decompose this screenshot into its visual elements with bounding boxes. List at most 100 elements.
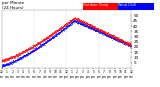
Point	[126, 43, 129, 45]
Point	[36, 44, 39, 45]
Point	[40, 44, 43, 45]
Point	[87, 23, 90, 24]
Point	[125, 43, 127, 44]
Point	[63, 26, 65, 27]
Point	[48, 40, 51, 41]
Point	[3, 65, 6, 66]
Point	[54, 31, 56, 32]
Point	[113, 36, 116, 38]
Point	[97, 30, 99, 31]
Point	[115, 37, 118, 39]
Point	[47, 40, 49, 42]
Point	[64, 27, 67, 29]
Point	[91, 27, 93, 29]
Point	[102, 32, 105, 33]
Point	[54, 34, 56, 36]
Point	[38, 41, 40, 43]
Point	[122, 42, 124, 43]
Point	[98, 30, 100, 31]
Point	[83, 24, 85, 25]
Point	[82, 26, 85, 27]
Point	[72, 22, 75, 24]
Point	[104, 33, 107, 34]
Point	[93, 30, 96, 31]
Point	[110, 35, 113, 36]
Point	[78, 22, 80, 23]
Point	[44, 42, 46, 43]
Point	[78, 23, 81, 24]
Point	[39, 42, 41, 44]
Point	[45, 41, 48, 42]
Point	[96, 29, 99, 30]
Point	[74, 20, 76, 21]
Point	[17, 58, 19, 60]
Point	[17, 58, 20, 60]
Point	[30, 48, 32, 49]
Point	[113, 37, 116, 39]
Point	[95, 27, 98, 28]
Point	[55, 30, 58, 32]
Point	[29, 46, 32, 48]
Point	[83, 23, 85, 24]
Point	[36, 42, 39, 43]
Point	[104, 32, 106, 33]
Point	[63, 26, 66, 27]
Point	[53, 31, 56, 33]
Point	[81, 24, 84, 25]
Point	[113, 38, 115, 40]
Point	[20, 58, 23, 59]
Point	[103, 33, 105, 34]
Point	[110, 34, 113, 35]
Point	[122, 40, 125, 41]
Point	[33, 49, 35, 50]
Point	[83, 25, 86, 27]
Point	[127, 44, 130, 45]
Point	[115, 37, 117, 39]
Point	[68, 25, 70, 26]
Point	[120, 41, 123, 42]
Point	[19, 58, 22, 59]
Point	[40, 41, 43, 42]
Point	[121, 39, 124, 41]
Point	[118, 42, 121, 43]
Point	[14, 56, 17, 57]
Point	[113, 35, 115, 36]
Point	[37, 47, 40, 48]
Point	[7, 57, 10, 58]
Point	[117, 41, 119, 42]
Point	[118, 38, 120, 39]
Point	[7, 57, 9, 58]
Point	[128, 43, 131, 45]
Point	[59, 28, 61, 29]
Point	[101, 32, 104, 34]
Point	[11, 62, 13, 63]
Point	[94, 27, 97, 29]
Point	[69, 20, 72, 21]
Point	[96, 27, 98, 29]
Point	[125, 43, 128, 45]
Point	[64, 27, 66, 28]
Point	[43, 44, 45, 45]
Point	[122, 41, 125, 43]
Point	[104, 31, 106, 32]
Point	[90, 26, 93, 27]
Point	[14, 61, 17, 62]
Point	[66, 23, 69, 24]
Point	[105, 35, 108, 36]
Point	[6, 64, 9, 65]
Point	[61, 25, 64, 27]
Point	[102, 32, 105, 33]
Point	[112, 36, 115, 38]
Point	[70, 19, 73, 21]
Point	[3, 64, 5, 66]
Point	[66, 22, 68, 23]
Point	[56, 32, 59, 34]
Point	[80, 21, 83, 22]
Point	[29, 51, 32, 53]
Point	[74, 21, 77, 23]
Point	[117, 40, 120, 41]
Point	[5, 63, 7, 64]
Point	[35, 44, 38, 45]
Point	[68, 21, 71, 23]
Point	[22, 51, 24, 52]
